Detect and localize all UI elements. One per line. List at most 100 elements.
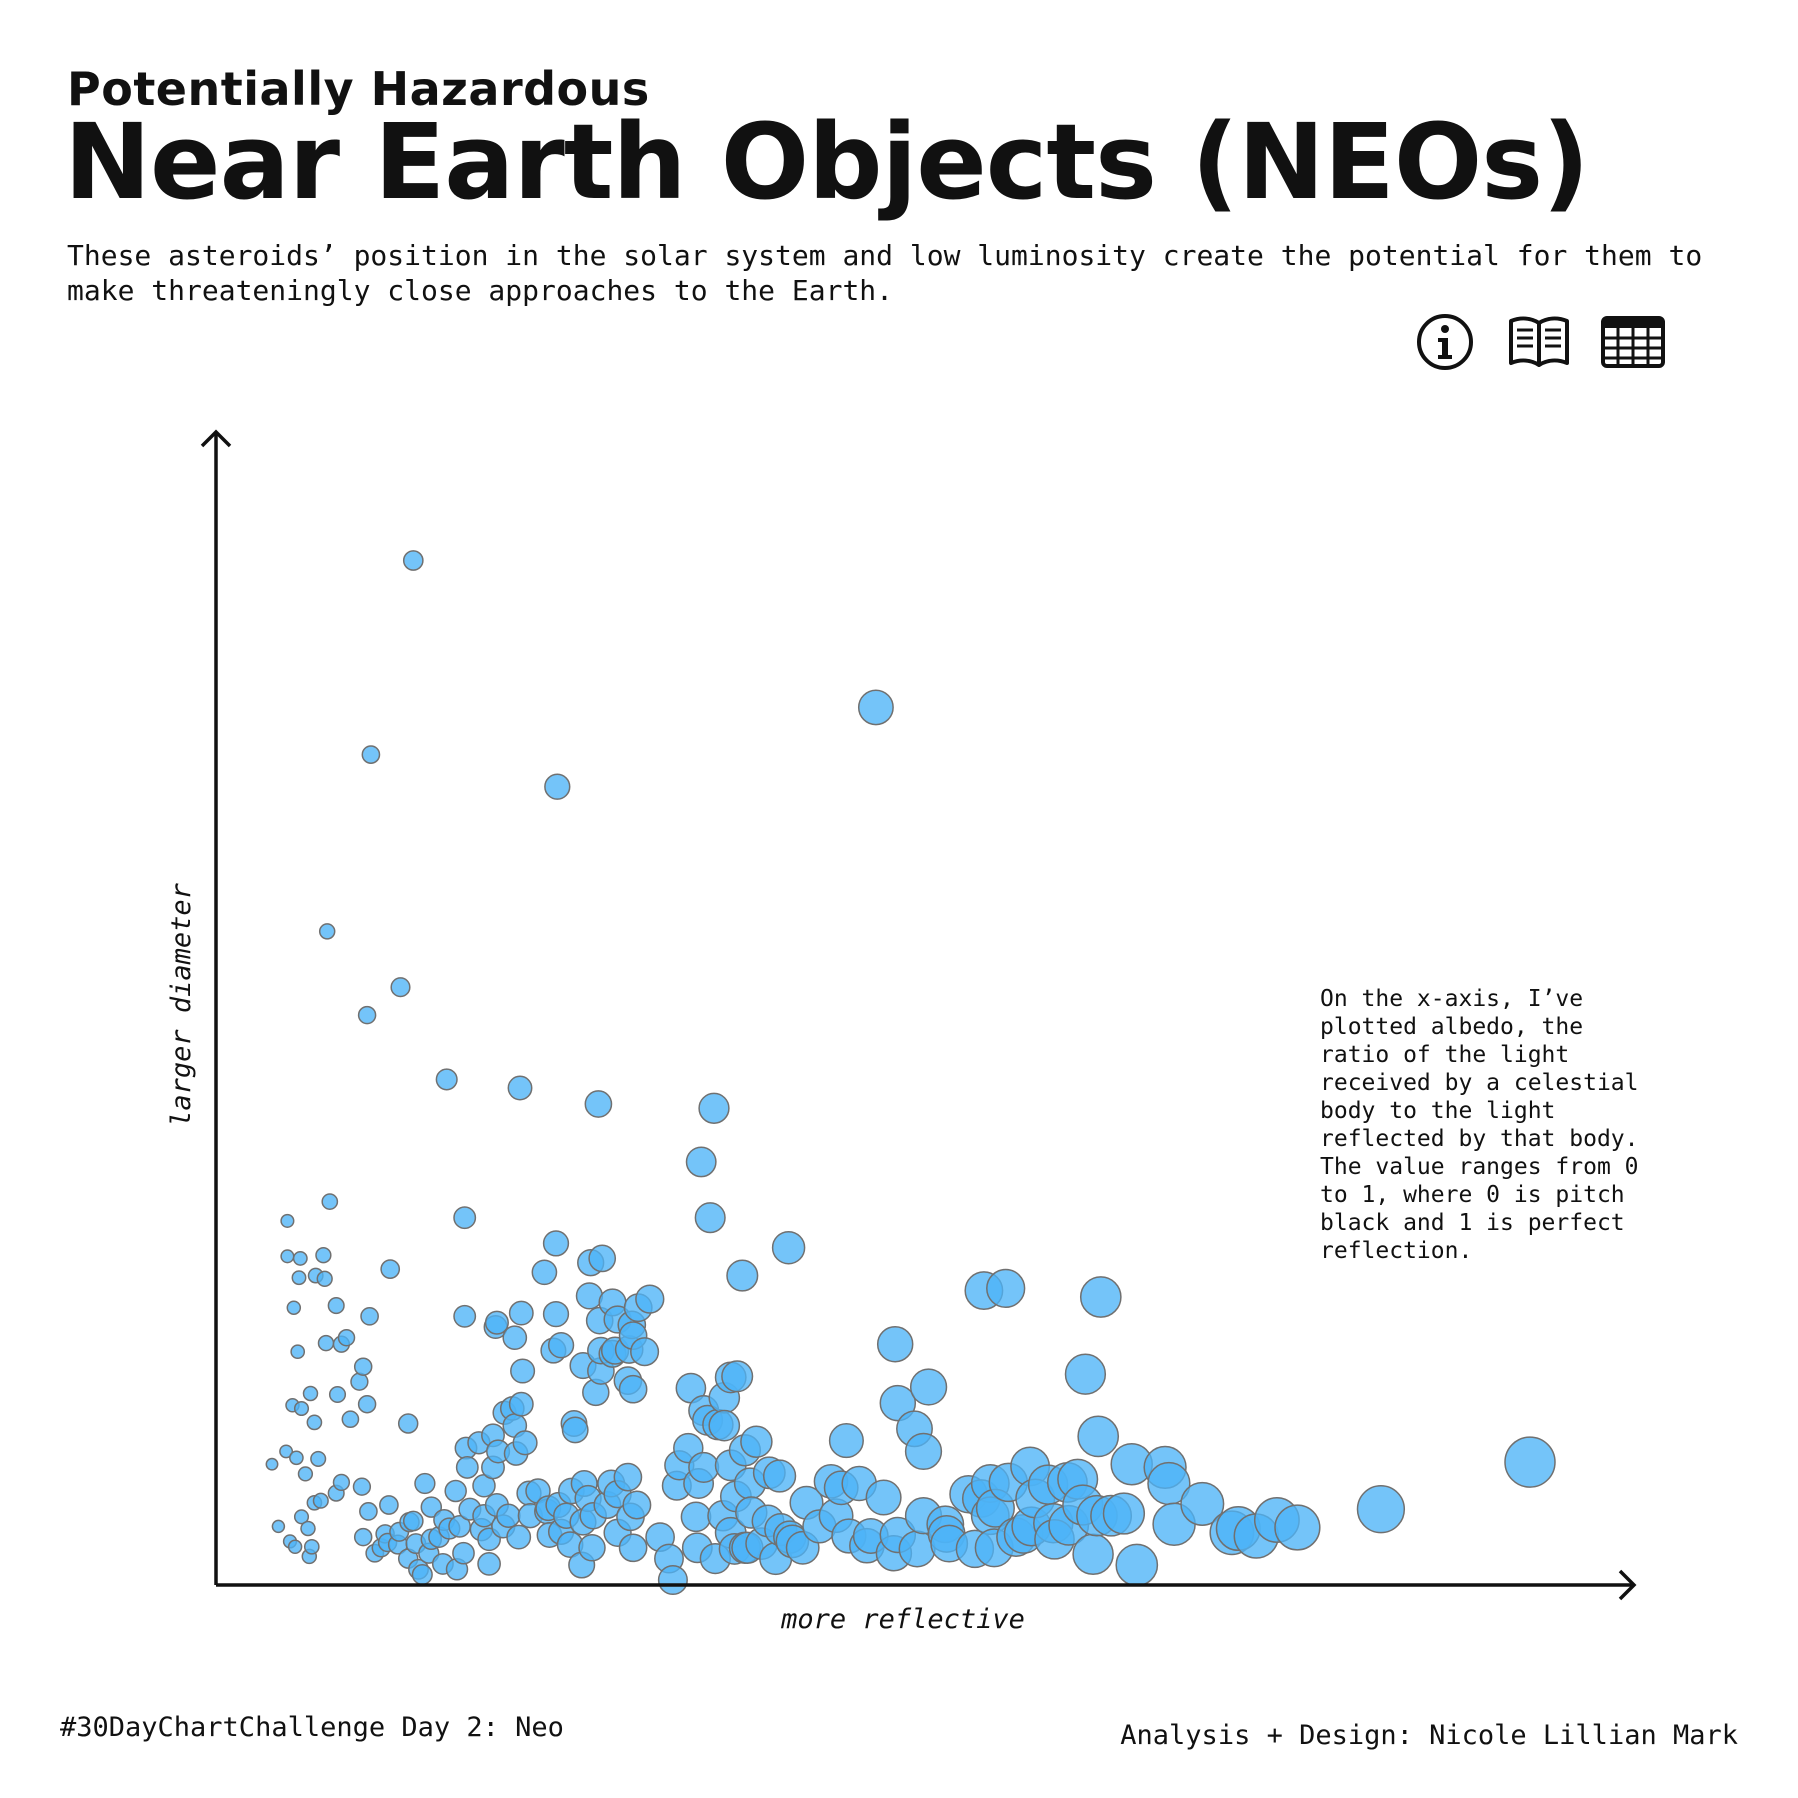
neo-point[interactable]	[1102, 1492, 1146, 1535]
neo-point[interactable]	[452, 1541, 475, 1565]
neo-point[interactable]	[455, 1455, 479, 1479]
neo-point[interactable]	[1064, 1353, 1107, 1395]
neo-point[interactable]	[315, 1247, 332, 1264]
neo-point[interactable]	[1274, 1504, 1321, 1551]
neo-point[interactable]	[414, 1472, 436, 1495]
neo-point[interactable]	[312, 1492, 329, 1509]
neo-point[interactable]	[303, 1538, 320, 1555]
neo-point[interactable]	[286, 1300, 302, 1315]
neo-point[interactable]	[1077, 1415, 1120, 1458]
neo-point[interactable]	[321, 1193, 339, 1210]
neo-point[interactable]	[300, 1520, 316, 1537]
neo-point[interactable]	[271, 1519, 286, 1534]
neo-point[interactable]	[506, 1524, 532, 1550]
neo-point[interactable]	[379, 1495, 399, 1515]
book-button[interactable]	[1506, 312, 1572, 372]
neo-point[interactable]	[280, 1249, 295, 1264]
neo-point[interactable]	[265, 1457, 279, 1471]
neo-point[interactable]	[561, 1416, 589, 1444]
neo-point[interactable]	[771, 1230, 806, 1265]
neo-point[interactable]	[857, 689, 894, 726]
neo-point[interactable]	[380, 1259, 401, 1279]
neo-point[interactable]	[357, 1005, 377, 1025]
neo-point[interactable]	[544, 773, 571, 800]
neo-point[interactable]	[618, 1374, 648, 1404]
neo-point[interactable]	[453, 1304, 477, 1328]
neo-point[interactable]	[531, 1259, 558, 1286]
neo-point[interactable]	[584, 1090, 613, 1118]
neo-point[interactable]	[688, 1451, 720, 1483]
neo-point[interactable]	[694, 1202, 726, 1234]
neo-point[interactable]	[302, 1385, 319, 1402]
neo-point[interactable]	[289, 1450, 304, 1466]
neo-point[interactable]	[316, 1270, 333, 1287]
neo-point[interactable]	[1356, 1485, 1406, 1534]
neo-point[interactable]	[708, 1409, 741, 1442]
neo-point[interactable]	[685, 1146, 717, 1178]
table-button[interactable]	[1600, 312, 1666, 372]
info-button[interactable]	[1412, 312, 1478, 372]
neo-point[interactable]	[828, 1423, 864, 1459]
neo-point[interactable]	[317, 1334, 335, 1352]
neo-point[interactable]	[1180, 1481, 1225, 1526]
neo-point[interactable]	[310, 1450, 327, 1467]
neo-point[interactable]	[630, 1337, 660, 1367]
neo-point[interactable]	[909, 1368, 948, 1406]
neo-point[interactable]	[350, 1372, 369, 1391]
neo-point[interactable]	[726, 1259, 759, 1292]
neo-point[interactable]	[547, 1332, 575, 1359]
neo-point[interactable]	[986, 1268, 1026, 1309]
neo-point[interactable]	[293, 1400, 310, 1417]
neo-point[interactable]	[337, 1328, 356, 1347]
neo-point[interactable]	[420, 1496, 443, 1518]
neo-point[interactable]	[357, 1394, 377, 1414]
neo-point[interactable]	[402, 1510, 424, 1532]
neo-point[interactable]	[698, 1092, 730, 1124]
neo-point[interactable]	[588, 1244, 617, 1273]
neo-point[interactable]	[287, 1539, 303, 1555]
neo-point[interactable]	[293, 1509, 310, 1525]
neo-point[interactable]	[484, 1310, 509, 1335]
neo-point[interactable]	[1079, 1276, 1122, 1318]
neo-point[interactable]	[618, 1533, 648, 1563]
neo-point[interactable]	[496, 1503, 521, 1528]
neo-point[interactable]	[352, 1477, 372, 1496]
neo-point[interactable]	[292, 1250, 308, 1266]
neo-point[interactable]	[360, 1306, 379, 1326]
neo-point[interactable]	[721, 1360, 754, 1393]
neo-point[interactable]	[353, 1357, 373, 1376]
neo-point[interactable]	[341, 1410, 360, 1429]
neo-point[interactable]	[508, 1391, 534, 1417]
neo-point[interactable]	[613, 1462, 643, 1492]
neo-point[interactable]	[306, 1414, 323, 1431]
neo-point[interactable]	[512, 1430, 538, 1456]
neo-point[interactable]	[290, 1344, 306, 1360]
neo-point[interactable]	[542, 1230, 570, 1257]
neo-point[interactable]	[622, 1490, 652, 1520]
neo-point[interactable]	[1072, 1533, 1114, 1576]
neo-point[interactable]	[279, 1444, 294, 1459]
neo-point[interactable]	[328, 1385, 347, 1404]
neo-point[interactable]	[635, 1284, 665, 1314]
neo-point[interactable]	[291, 1270, 307, 1286]
neo-point[interactable]	[280, 1213, 295, 1228]
neo-point[interactable]	[361, 745, 381, 764]
neo-point[interactable]	[1504, 1436, 1556, 1488]
neo-point[interactable]	[297, 1466, 314, 1482]
neo-point[interactable]	[402, 550, 424, 571]
neo-point[interactable]	[435, 1068, 458, 1091]
neo-point[interactable]	[680, 1501, 712, 1533]
neo-point[interactable]	[332, 1473, 351, 1492]
neo-point[interactable]	[327, 1297, 345, 1315]
neo-point[interactable]	[876, 1325, 914, 1363]
neo-point[interactable]	[508, 1300, 534, 1326]
neo-point[interactable]	[904, 1432, 943, 1471]
neo-point[interactable]	[444, 1479, 467, 1503]
neo-point[interactable]	[879, 1384, 917, 1422]
neo-point[interactable]	[578, 1534, 606, 1562]
neo-point[interactable]	[390, 977, 411, 998]
neo-point[interactable]	[502, 1325, 528, 1351]
neo-point[interactable]	[575, 1282, 604, 1310]
neo-point[interactable]	[353, 1527, 373, 1547]
neo-point[interactable]	[740, 1425, 773, 1458]
